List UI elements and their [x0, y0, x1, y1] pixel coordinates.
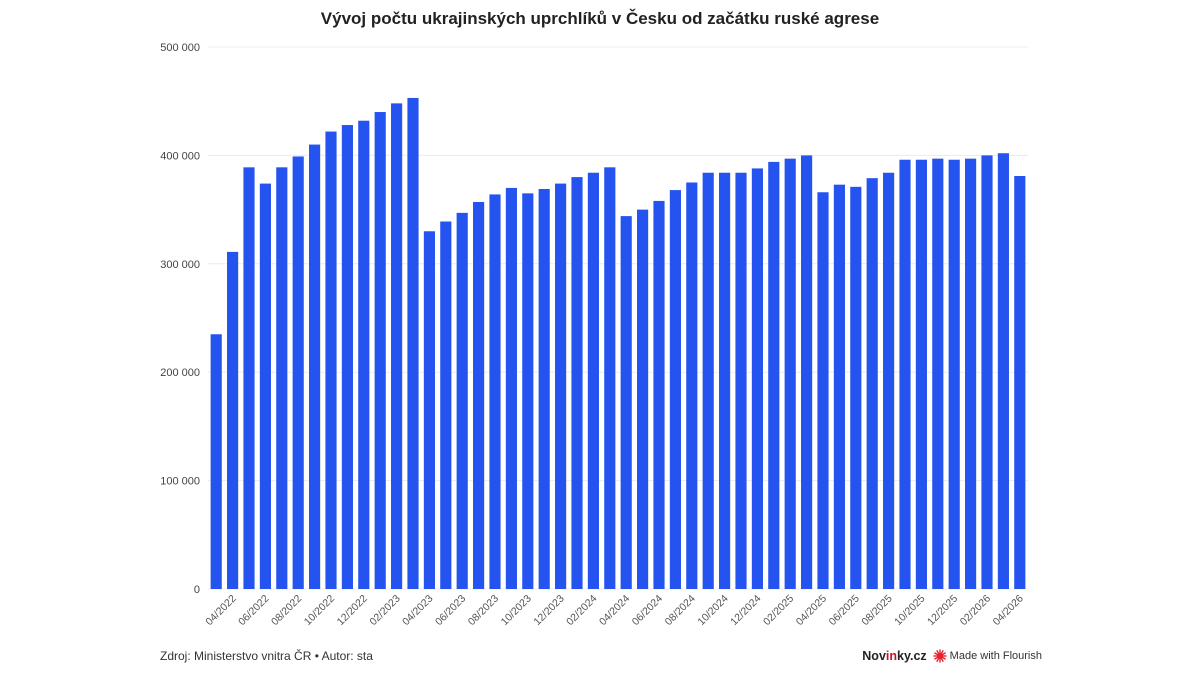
bar	[473, 202, 485, 589]
bar	[784, 158, 796, 590]
bar	[866, 178, 878, 589]
bar	[932, 158, 944, 590]
bar	[243, 167, 255, 589]
bar	[292, 156, 304, 589]
brand-part: in	[885, 649, 898, 663]
x-tick-label: 06/2022	[236, 593, 271, 628]
bar	[1014, 175, 1026, 589]
x-tick-label: 10/2024	[695, 593, 730, 628]
x-tick-label: 12/2025	[925, 593, 960, 628]
bar	[374, 112, 386, 589]
x-tick-label: 12/2022	[335, 593, 370, 628]
bar	[702, 172, 714, 589]
bar	[522, 193, 534, 589]
x-tick-label: 12/2024	[728, 593, 763, 628]
x-tick-label: 04/2026	[991, 593, 1026, 628]
bar	[440, 221, 452, 590]
brand-part: ky.cz	[897, 649, 927, 663]
bar	[850, 186, 862, 589]
bar	[883, 172, 895, 589]
x-tick-label: 10/2023	[499, 593, 534, 628]
bar	[259, 183, 271, 590]
y-tick-label: 200 000	[160, 367, 200, 379]
x-tick-label: 02/2025	[761, 593, 796, 628]
x-tick-label: 06/2023	[433, 593, 468, 628]
bar	[948, 159, 960, 589]
x-tick-label: 04/2023	[400, 593, 435, 628]
x-tick-label: 06/2025	[827, 593, 862, 628]
bar	[817, 192, 829, 590]
novinky-logo[interactable]: Novinky.cz	[862, 649, 926, 663]
bar	[210, 334, 222, 589]
y-tick-label: 500 000	[160, 42, 200, 54]
bar	[751, 168, 763, 589]
x-tick-label: 10/2025	[892, 593, 927, 628]
bar	[309, 144, 321, 589]
x-tick-label: 04/2025	[794, 593, 829, 628]
bar	[571, 177, 583, 589]
bar	[620, 216, 632, 589]
bar	[325, 131, 337, 589]
bar	[423, 231, 435, 589]
bar	[276, 167, 288, 589]
y-tick-label: 300 000	[160, 259, 200, 271]
flourish-label: Made with Flourish	[949, 650, 1042, 662]
bar	[997, 153, 1009, 589]
x-tick-label: 04/2022	[203, 593, 238, 628]
bar	[981, 155, 993, 589]
footer-brand: Novinky.cz Made with Flourish	[862, 649, 1042, 663]
bar	[768, 161, 780, 590]
x-tick-label: 06/2024	[630, 593, 665, 628]
x-tick-label: 08/2023	[466, 593, 501, 628]
x-tick-label: 10/2022	[302, 593, 337, 628]
x-tick-label: 04/2024	[597, 593, 632, 628]
bar	[899, 159, 911, 589]
y-tick-label: 400 000	[160, 150, 200, 162]
bar	[587, 172, 599, 589]
bar	[407, 97, 419, 589]
bar	[653, 200, 665, 590]
x-tick-label: 02/2024	[564, 593, 599, 628]
brand-part: Nov	[862, 649, 886, 663]
flourish-star-icon	[933, 649, 947, 663]
bar	[604, 167, 616, 589]
y-tick-label: 100 000	[160, 476, 200, 488]
bar	[227, 251, 239, 589]
x-tick-label: 02/2023	[367, 593, 402, 628]
bar	[555, 183, 567, 590]
bar	[915, 159, 927, 589]
bar	[637, 209, 649, 589]
x-tick-label: 08/2025	[859, 593, 894, 628]
bar	[358, 120, 370, 589]
source-note: Zdroj: Ministerstvo vnitra ČR • Autor: s…	[160, 649, 373, 663]
bar	[735, 172, 747, 589]
bar	[965, 158, 977, 590]
bar	[686, 182, 698, 589]
bar	[489, 194, 501, 589]
bar	[801, 155, 813, 589]
bar	[538, 189, 550, 589]
y-tick-label: 0	[194, 584, 200, 596]
x-tick-label: 12/2023	[531, 593, 566, 628]
made-with-flourish-link[interactable]: Made with Flourish	[933, 649, 1042, 663]
bar	[505, 187, 517, 590]
x-tick-label: 08/2024	[663, 593, 698, 628]
bar	[391, 103, 403, 590]
chart-title: Vývoj počtu ukrajinských uprchlíků v Čes…	[320, 9, 880, 28]
x-tick-label: 02/2026	[958, 593, 993, 628]
x-tick-label: 08/2022	[269, 593, 304, 628]
bar	[669, 190, 681, 589]
bar	[719, 172, 731, 589]
bar	[456, 212, 468, 590]
bar	[341, 125, 353, 589]
bar	[833, 184, 845, 589]
